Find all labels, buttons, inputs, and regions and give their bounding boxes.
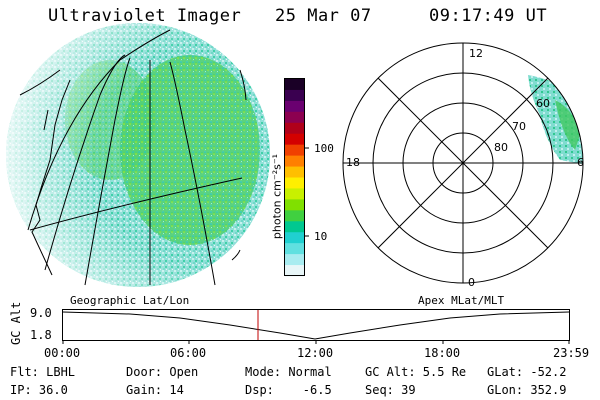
- strip-x-tick-0000: 00:00: [44, 346, 81, 360]
- instrument-title: Ultraviolet Imager: [48, 6, 242, 26]
- colorbar-tick-10: 10: [314, 230, 328, 243]
- colorbar-swatch: [285, 144, 304, 157]
- lat-label-80: 80: [494, 141, 508, 154]
- geographic-grid: [19, 29, 247, 286]
- filter-value: Flt: LBHL: [10, 365, 76, 379]
- colorbar-swatch: [285, 133, 304, 146]
- mlt-label-0: 0: [468, 276, 475, 289]
- colorbar-swatch: [285, 210, 304, 222]
- colorbar: [284, 78, 309, 277]
- ip-value: IP: 36.0: [10, 383, 68, 397]
- coastline: [31, 79, 71, 276]
- strip-x-tick-1200: 12:00: [297, 346, 334, 360]
- colorbar-swatch: [285, 122, 304, 135]
- glat-value: GLat: -52.2: [487, 365, 567, 379]
- colorbar-swatch: [285, 100, 304, 113]
- strip-x-tick-0600: 06:00: [170, 346, 207, 360]
- colorbar-swatch: [285, 265, 304, 277]
- geographic-label: Geographic Lat/Lon: [70, 294, 190, 307]
- colorbar-swatch: [285, 111, 304, 124]
- colorbar-tick-100: 100: [314, 142, 334, 155]
- colorbar-swatch: [285, 177, 304, 189]
- auroral-emission: [6, 23, 270, 287]
- strip-y-label: GC Alt: [9, 301, 23, 345]
- observation-time: 09:17:49 UT: [429, 6, 548, 26]
- colorbar-swatch: [285, 188, 304, 200]
- mode-value: Mode: Normal: [245, 365, 332, 379]
- mlt-label-6: 6: [577, 156, 584, 169]
- strip-y-tick-1-8: 1.8: [30, 328, 52, 342]
- dsp-value: Dsp: -6.5: [245, 383, 332, 397]
- apex-label: Apex MLat/MLT: [418, 294, 505, 307]
- colorbar-swatch: [285, 155, 304, 168]
- mlt-label-18: 18: [346, 156, 360, 169]
- colorbar-swatch: [285, 199, 304, 211]
- glon-value: GLon: 352.9: [487, 383, 567, 397]
- lat-label-70: 70: [512, 120, 526, 133]
- colorbar-swatch: [285, 79, 304, 91]
- colorbar-swatch: [285, 89, 304, 102]
- colorbar-swatch: [285, 166, 304, 178]
- strip-y-tick-9: 9.0: [30, 306, 52, 320]
- door-value: Door: Open: [126, 365, 199, 379]
- strip-x-tick-2359: 23:59: [553, 346, 590, 360]
- mlt-label-12: 12: [469, 47, 483, 60]
- strip-x-tick-1800: 18:00: [424, 346, 461, 360]
- gain-value: Gain: 14: [126, 383, 184, 397]
- gc-alt-value: GC Alt: 5.5 Re: [365, 365, 467, 379]
- colorbar-swatch: [285, 254, 304, 266]
- seq-value: Seq: 39: [365, 383, 416, 397]
- observation-date: 25 Mar 07: [275, 6, 372, 26]
- colorbar-swatch: [285, 221, 304, 233]
- altitude-curve: [62, 311, 570, 340]
- colorbar-swatch: [285, 232, 304, 244]
- polar-grid: [342, 42, 584, 284]
- lat-label-60: 60: [536, 97, 550, 110]
- colorbar-swatch: [285, 243, 304, 255]
